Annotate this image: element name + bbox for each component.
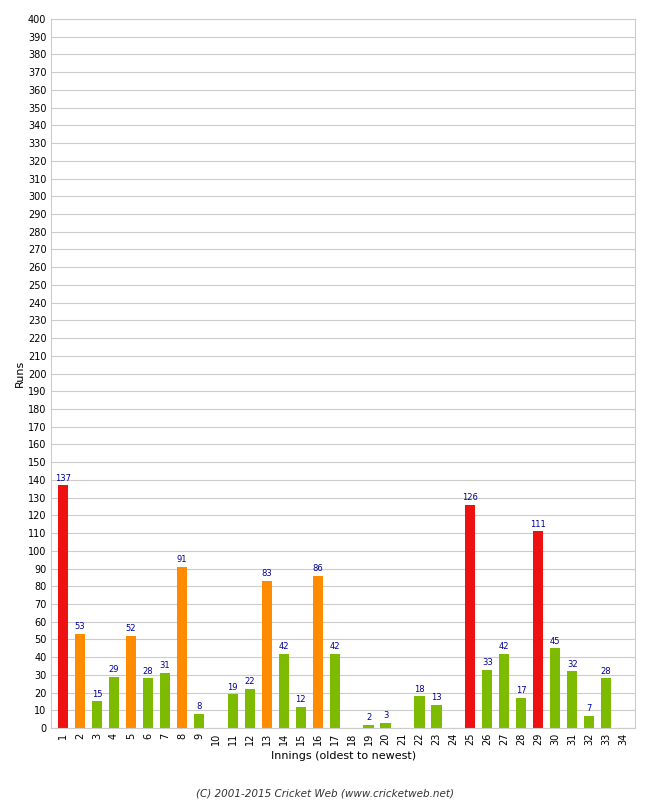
Bar: [516, 698, 526, 728]
Text: 12: 12: [296, 695, 306, 704]
Text: 91: 91: [177, 555, 187, 564]
Text: 7: 7: [586, 704, 592, 713]
Text: 19: 19: [227, 682, 238, 692]
Y-axis label: Runs: Runs: [15, 360, 25, 387]
Text: 86: 86: [312, 564, 323, 573]
Bar: [227, 694, 238, 728]
Bar: [482, 670, 493, 728]
Text: 2: 2: [366, 713, 371, 722]
Text: 3: 3: [383, 711, 388, 720]
Bar: [160, 673, 170, 728]
Bar: [465, 505, 476, 728]
Text: 17: 17: [516, 686, 526, 695]
Bar: [313, 576, 323, 728]
Text: 29: 29: [109, 665, 120, 674]
Bar: [262, 581, 272, 728]
Text: 15: 15: [92, 690, 102, 699]
Text: 83: 83: [261, 570, 272, 578]
Bar: [58, 486, 68, 728]
Bar: [567, 671, 577, 728]
Bar: [279, 654, 289, 728]
Bar: [380, 722, 391, 728]
Bar: [432, 705, 441, 728]
Text: 126: 126: [462, 493, 478, 502]
Bar: [584, 716, 594, 728]
Bar: [533, 531, 543, 728]
Bar: [126, 636, 136, 728]
Text: 8: 8: [196, 702, 202, 711]
Text: 31: 31: [160, 662, 170, 670]
Bar: [92, 702, 102, 728]
Bar: [415, 696, 424, 728]
Text: 28: 28: [143, 666, 153, 676]
Bar: [177, 566, 187, 728]
Text: 28: 28: [601, 666, 612, 676]
Text: 137: 137: [55, 474, 71, 482]
Text: 52: 52: [125, 624, 136, 634]
Text: 13: 13: [431, 694, 442, 702]
Bar: [244, 689, 255, 728]
Bar: [194, 714, 204, 728]
Text: 42: 42: [278, 642, 289, 651]
Bar: [109, 677, 119, 728]
Text: 33: 33: [482, 658, 493, 667]
Bar: [363, 725, 374, 728]
Text: 45: 45: [550, 637, 560, 646]
Text: 42: 42: [499, 642, 510, 651]
Text: 18: 18: [414, 685, 425, 694]
Bar: [499, 654, 510, 728]
Text: 42: 42: [330, 642, 340, 651]
Bar: [601, 678, 611, 728]
Bar: [550, 648, 560, 728]
Text: 32: 32: [567, 660, 578, 669]
X-axis label: Innings (oldest to newest): Innings (oldest to newest): [270, 751, 416, 761]
Bar: [75, 634, 85, 728]
Text: 22: 22: [244, 678, 255, 686]
Text: 53: 53: [75, 622, 85, 631]
Bar: [330, 654, 340, 728]
Text: 111: 111: [530, 520, 546, 529]
Bar: [296, 707, 306, 728]
Bar: [143, 678, 153, 728]
Text: (C) 2001-2015 Cricket Web (www.cricketweb.net): (C) 2001-2015 Cricket Web (www.cricketwe…: [196, 788, 454, 798]
